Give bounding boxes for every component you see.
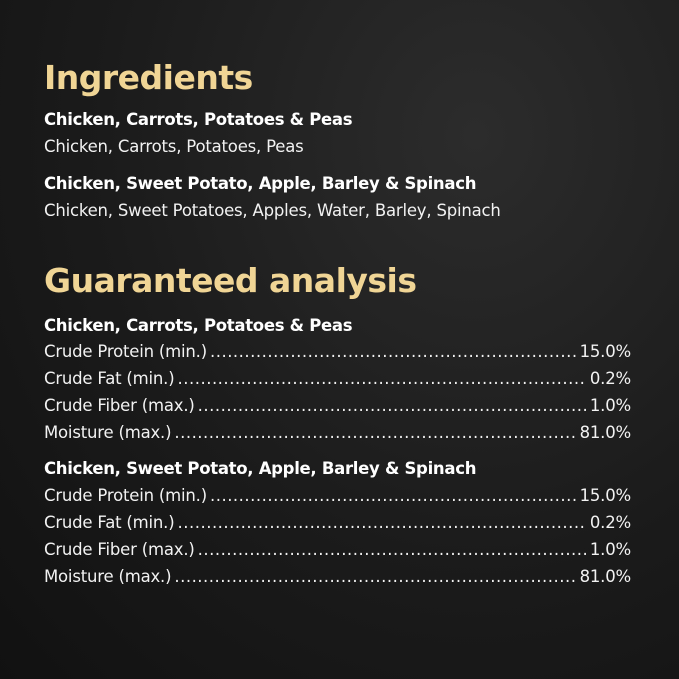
- analysis-title: Guaranteed analysis: [44, 261, 417, 300]
- row-value: 1.0%: [589, 540, 631, 559]
- dot-leader: [177, 515, 586, 532]
- dot-leader: [210, 488, 577, 505]
- analysis-row: Crude Protein (min.) 15.0%: [44, 342, 632, 361]
- analysis-row: Crude Fiber (max.) 1.0%: [44, 396, 631, 415]
- row-value: 81.0%: [579, 567, 632, 586]
- analysis-row: Crude Fat (min.) 0.2%: [44, 369, 631, 388]
- analysis-row: Crude Protein (min.) 15.0%: [44, 486, 632, 505]
- recipe-2-name: Chicken, Sweet Potato, Apple, Barley & S…: [44, 174, 477, 193]
- row-value: 15.0%: [579, 486, 632, 505]
- row-label: Crude Fiber (max.): [44, 396, 195, 415]
- analysis-recipe-1-name: Chicken, Carrots, Potatoes & Peas: [44, 316, 353, 335]
- row-label: Moisture (max.): [44, 567, 172, 586]
- analysis-row: Crude Fiber (max.) 1.0%: [44, 540, 631, 559]
- row-value: 0.2%: [589, 513, 631, 532]
- row-label: Crude Protein (min.): [44, 486, 207, 505]
- row-value: 1.0%: [589, 396, 631, 415]
- row-label: Crude Protein (min.): [44, 342, 207, 361]
- row-label: Crude Fat (min.): [44, 513, 175, 532]
- dot-leader: [177, 371, 586, 388]
- row-value: 81.0%: [579, 423, 632, 442]
- analysis-row: Moisture (max.) 81.0%: [44, 567, 632, 586]
- recipe-1-name: Chicken, Carrots, Potatoes & Peas: [44, 110, 353, 129]
- dot-leader: [198, 398, 587, 415]
- dot-leader: [174, 569, 576, 586]
- row-label: Crude Fiber (max.): [44, 540, 195, 559]
- analysis-recipe-2-name: Chicken, Sweet Potato, Apple, Barley & S…: [44, 459, 477, 478]
- recipe-1-ingredients: Chicken, Carrots, Potatoes, Peas: [44, 137, 304, 156]
- row-label: Moisture (max.): [44, 423, 172, 442]
- dot-leader: [210, 344, 577, 361]
- analysis-row: Crude Fat (min.) 0.2%: [44, 513, 631, 532]
- recipe-2-ingredients: Chicken, Sweet Potatoes, Apples, Water, …: [44, 201, 501, 220]
- row-value: 0.2%: [589, 369, 631, 388]
- dot-leader: [174, 425, 576, 442]
- dot-leader: [198, 542, 587, 559]
- row-value: 15.0%: [579, 342, 632, 361]
- row-label: Crude Fat (min.): [44, 369, 175, 388]
- ingredients-title: Ingredients: [44, 58, 253, 97]
- analysis-row: Moisture (max.) 81.0%: [44, 423, 632, 442]
